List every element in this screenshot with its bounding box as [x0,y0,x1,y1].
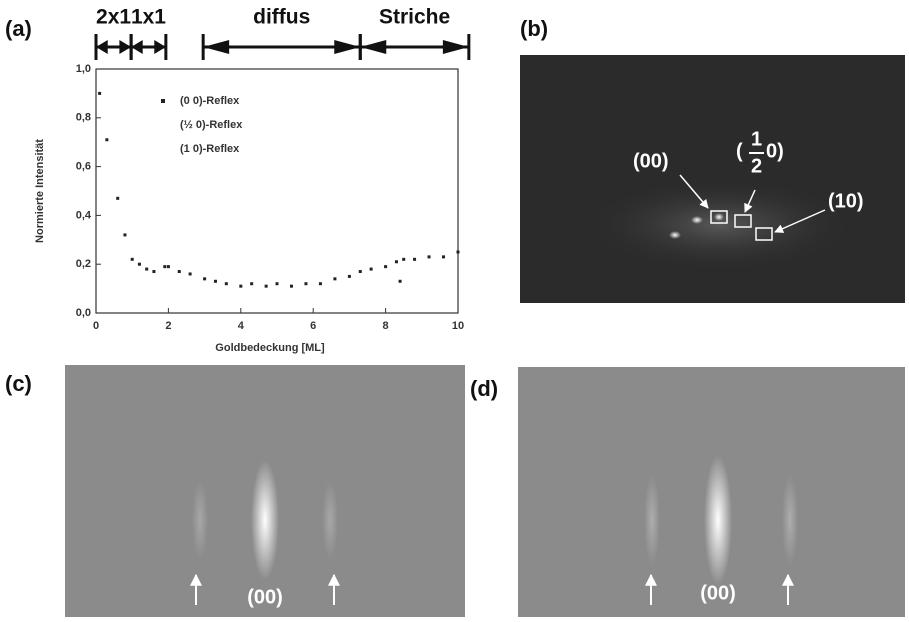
data-point [203,277,206,280]
data-point [116,197,119,200]
data-point [428,255,431,258]
y-tick-label: 0,0 [76,307,91,319]
y-tick-label: 1,0 [76,63,91,75]
data-point [442,255,445,258]
x-tick-label: 4 [238,320,245,332]
data-point [145,268,148,271]
plot-frame [96,69,458,313]
spot-label: 0) [766,140,784,162]
phase-arrow [131,40,143,54]
panel-b: (b) (00) ( 1 2 0) (10) [520,16,905,303]
glow [590,180,850,270]
data-point [189,272,192,275]
streak [782,475,798,565]
panel-label: (a) [5,16,32,41]
spot [714,213,724,221]
phase [131,34,166,60]
spot-label: ( [736,140,743,162]
data-point [395,260,398,263]
data-point [384,265,387,268]
data-point [98,92,101,95]
spot [669,231,681,239]
legend-label: (½ 0)-Reflex [180,119,243,131]
legend-marker [161,99,165,103]
spot-label: 1 [751,128,762,150]
data-point [239,285,242,288]
streak [251,460,279,580]
streak [644,475,660,565]
figure: (a) Goldbedeckung [ML] Normierte Intensi… [0,0,909,617]
phase [96,34,131,60]
data-point [152,270,155,273]
data-point [250,282,253,285]
x-tick-label: 0 [93,320,99,332]
panel-d: (d) (00) [470,367,905,617]
panel-label: (d) [470,376,498,401]
data-point [319,282,322,285]
data-point [276,282,279,285]
spot [691,216,703,224]
phase-arrow [203,40,229,54]
streak [322,480,338,560]
data-point [131,258,134,261]
data-point [359,270,362,273]
data-point [265,285,268,288]
phase-label: 2x1 [96,6,131,29]
y-axis-label: Normierte Intensität [34,139,46,243]
streak [704,455,732,585]
phase-arrow [360,40,386,54]
data-point [370,268,373,271]
y-tick-label: 0,4 [76,209,92,221]
panel-label: (c) [5,371,32,396]
data-point [290,285,293,288]
data-point [105,138,108,141]
data-point [333,277,336,280]
data-point [457,251,460,254]
spot-label: (00) [700,582,736,604]
x-axis-label: Goldbedeckung [ML] [215,342,325,354]
phase-arrow [154,40,166,54]
phase [203,34,360,60]
phase [360,34,469,60]
data-point [163,265,166,268]
data-point [402,258,405,261]
panel-label: (b) [520,16,548,41]
phase-arrow [334,40,360,54]
x-tick-label: 2 [165,320,171,332]
legend-label: (1 0)-Reflex [180,143,240,155]
phase-arrow [119,40,131,54]
phase-label: Striche [379,6,450,29]
data-point [304,282,307,285]
data-point [167,265,170,268]
data-point [138,263,141,266]
spot-label: (10) [828,190,864,212]
phase-arrow [96,40,108,54]
data-point [178,270,181,273]
data-point [225,282,228,285]
data-point [399,280,402,283]
phase-label: diffus [253,6,310,29]
phase-label: 1x1 [131,6,166,29]
spot-label: (00) [633,150,669,172]
streak [192,480,208,560]
panel-c: (c) (00) [5,365,465,617]
x-tick-label: 8 [383,320,389,332]
phase-arrow [443,40,469,54]
data-point [214,280,217,283]
x-tick-label: 10 [452,320,464,332]
x-tick-label: 6 [310,320,316,332]
data-point [123,233,126,236]
y-tick-label: 0,2 [76,258,91,270]
data-point [348,275,351,278]
spot-label: 2 [751,155,762,177]
y-tick-label: 0,8 [76,112,91,124]
legend-label: (0 0)-Reflex [180,95,240,107]
y-tick-label: 0,6 [76,161,91,173]
spot-label: (00) [247,586,283,608]
data-point [413,258,416,261]
panel-a: (a) Goldbedeckung [ML] Normierte Intensi… [5,16,458,354]
